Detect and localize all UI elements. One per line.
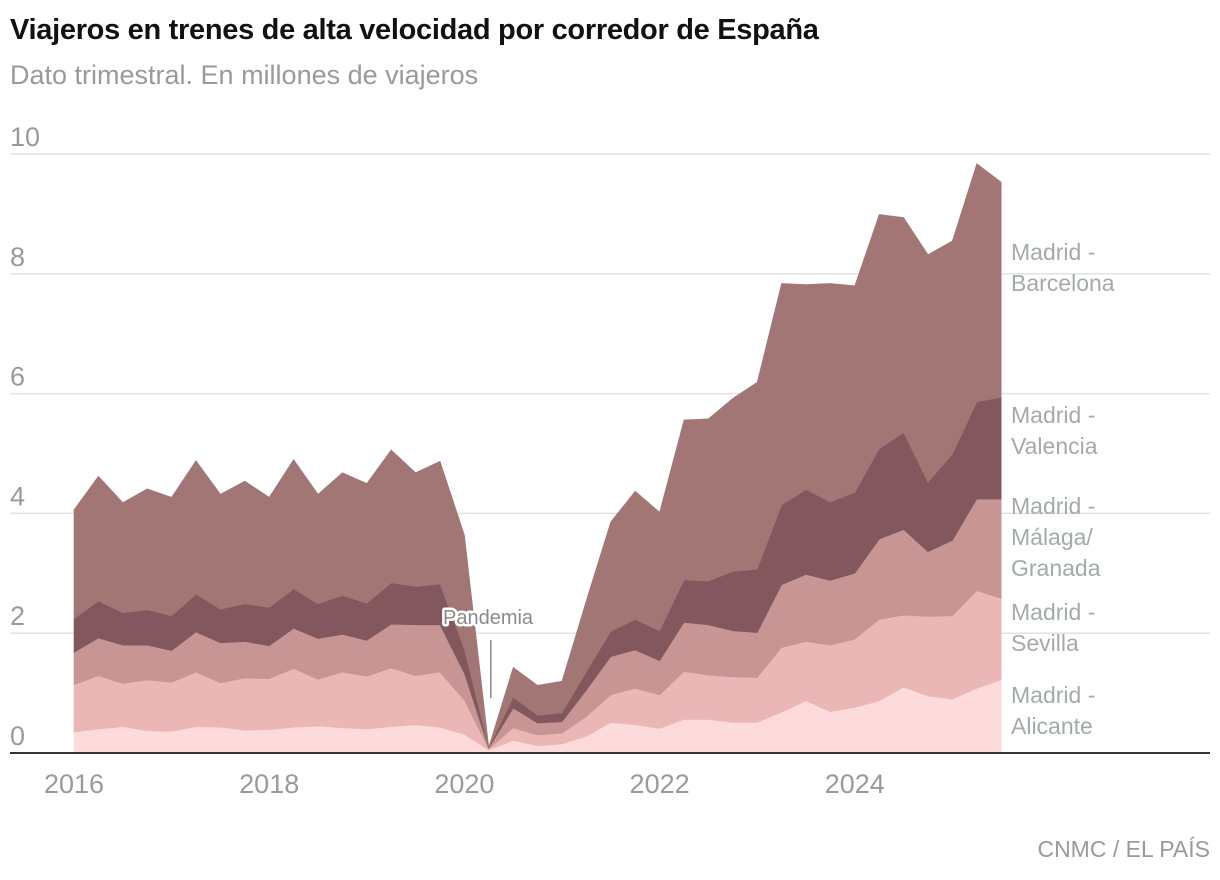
series-label-line: Alicante <box>1011 713 1093 739</box>
series-label: Madrid - Valencia <box>1011 402 1098 459</box>
series-label-line: Madrid - <box>1011 402 1095 428</box>
y-tick-label: 6 <box>10 362 25 392</box>
annotation-pandemia: Pandemia <box>443 607 534 629</box>
series-label: Madrid - Málaga/Granada <box>1011 493 1101 581</box>
y-tick-label: 10 <box>10 122 40 152</box>
chart-title: Viajeros en trenes de alta velocidad por… <box>10 14 819 46</box>
series-label-line: Valencia <box>1011 433 1098 459</box>
y-tick-label: 4 <box>10 481 25 511</box>
series-label-line: Barcelona <box>1011 270 1115 296</box>
x-tick-label: 2018 <box>239 769 299 799</box>
x-tick-label: 2024 <box>825 769 885 799</box>
chart-subtitle: Dato trimestral. En millones de viajeros <box>10 60 479 90</box>
y-tick-label: 2 <box>10 601 25 631</box>
series-label-line: Sevilla <box>1011 630 1079 656</box>
area-madrid-barcelona <box>73 163 1002 749</box>
series-label: Madrid - Sevilla <box>1011 599 1095 656</box>
series-label-line: Granada <box>1011 555 1101 581</box>
series-label: Madrid - Alicante <box>1011 682 1095 739</box>
series-label-line: Madrid - <box>1011 239 1095 265</box>
source-credit: CNMC / EL PAÍS <box>1037 836 1210 862</box>
x-tick-label: 2016 <box>44 769 104 799</box>
series-label-line: Madrid - <box>1011 682 1095 708</box>
x-tick-label: 2020 <box>434 769 494 799</box>
y-tick-label: 8 <box>10 242 25 272</box>
y-tick-label: 0 <box>10 721 25 751</box>
series-label-line: Madrid - <box>1011 493 1095 519</box>
series-label: Madrid - Barcelona <box>1011 239 1115 296</box>
series-label-line: Madrid - <box>1011 599 1095 625</box>
series-label-line: Málaga/ <box>1011 524 1093 550</box>
x-tick-label: 2022 <box>630 769 690 799</box>
